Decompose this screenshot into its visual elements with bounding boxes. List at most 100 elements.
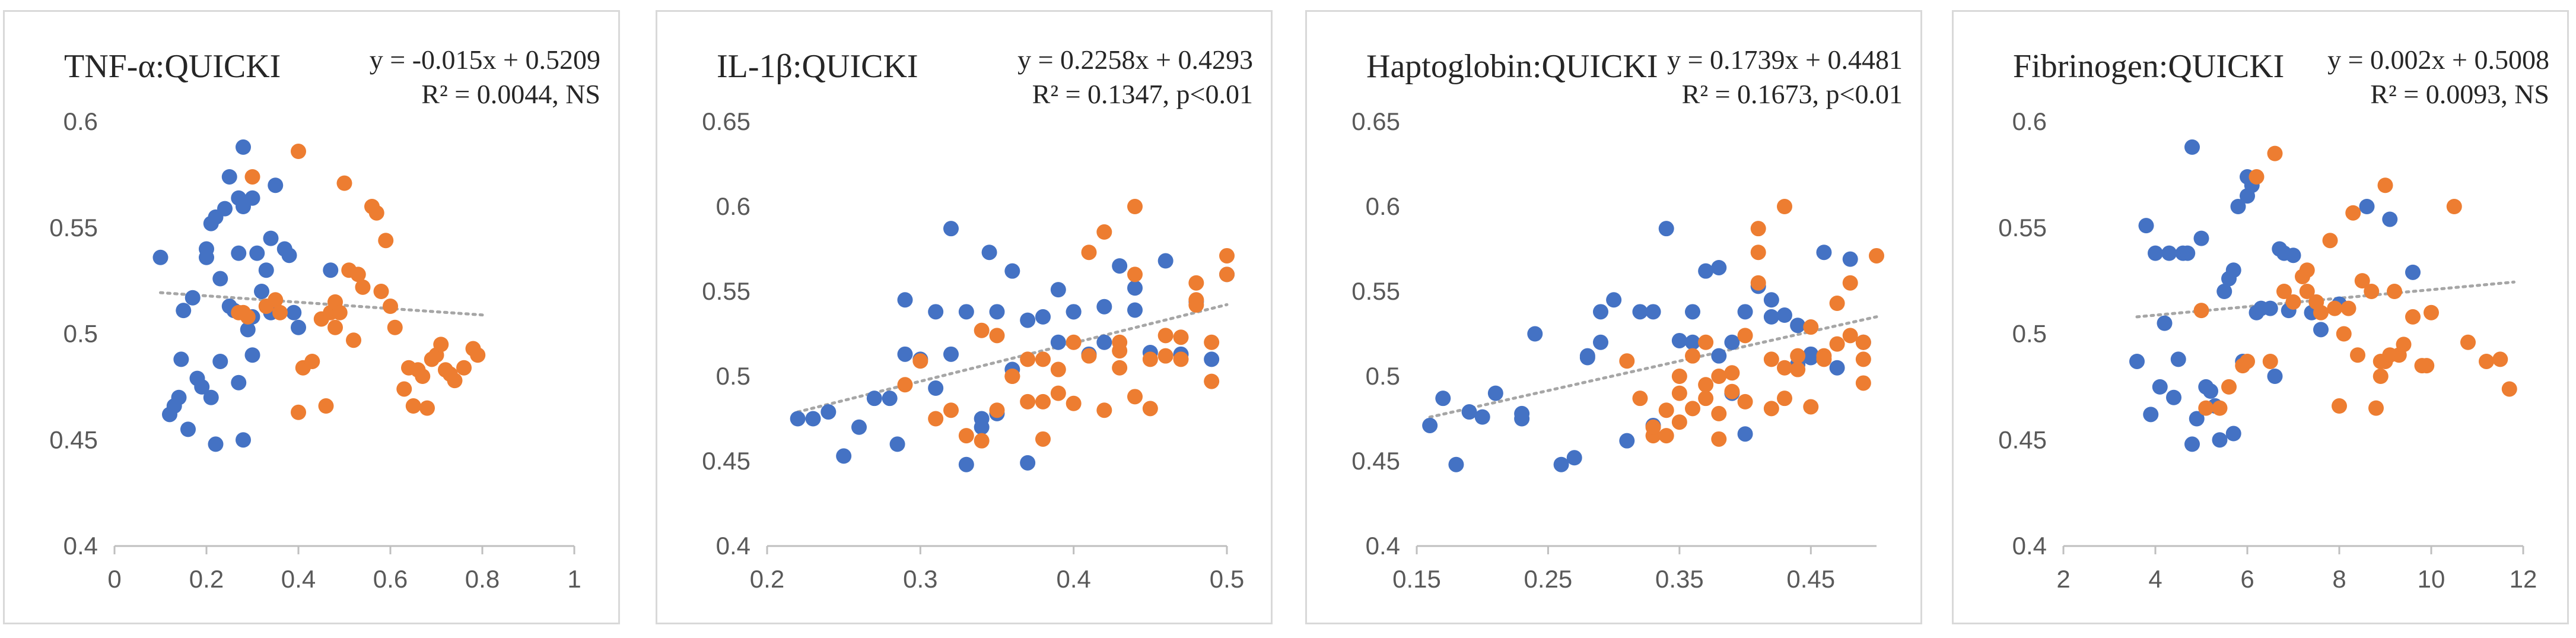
orange-data-point [396,381,412,397]
y-tick-label: 0.65 [1351,107,1400,135]
orange-data-point [1619,353,1635,369]
blue-data-point [1020,312,1036,328]
blue-data-point [291,319,306,335]
scatter-plot: 2 4 6 8 10 12 0.4 0.45 0.5 0.55 0.6 [1998,107,2537,593]
orange-data-point [958,428,974,444]
blue-data-point [882,391,898,407]
orange-data-point [350,266,366,283]
x-tick-label: 12 [2510,565,2537,593]
orange-data-point [244,169,260,185]
orange-data-point [1750,275,1766,291]
orange-data-point [1142,351,1158,367]
blue-data-point [790,411,806,427]
orange-data-point [1658,428,1674,444]
blue-data-point [281,247,297,264]
orange-data-point [974,433,990,449]
orange-data-point [1096,224,1112,240]
x-tick-label: 0.4 [1056,565,1090,593]
orange-data-point [1698,377,1714,393]
blue-data-point [2382,211,2398,227]
orange-data-point [989,328,1005,344]
orange-data-point [912,353,928,369]
blue-data-point [323,262,339,278]
orange-data-point [2350,347,2365,363]
blue-data-point [258,262,274,278]
blue-data-point [2193,230,2209,246]
blue-data-point [185,290,201,306]
blue-data-point [1724,334,1740,350]
orange-data-point [1803,399,1819,415]
orange-data-point [1020,351,1036,367]
blue-data-point [1448,456,1464,472]
orange-data-point [1142,401,1158,417]
orange-data-point [355,279,371,295]
y-tick-label: 0.6 [716,192,750,220]
blue-data-point [263,230,279,246]
blue-data-point [1461,404,1477,420]
regression-equation: y = -0.015x + 0.5209 R² = 0.0044, NS [370,43,600,112]
blue-data-point [1474,409,1490,425]
blue-data-point [212,271,228,287]
y-tick-label: 0.45 [49,426,98,453]
orange-data-point [1869,247,1884,264]
blue-data-point [203,389,219,405]
x-tick-label: 0.3 [903,565,937,593]
blue-data-point [2189,411,2205,427]
orange-data-point [1157,348,1173,364]
blue-data-point [1514,405,1530,421]
x-tick-label: 0.45 [1786,565,1835,593]
y-tick-label: 0.55 [49,214,98,242]
orange-data-point [1127,266,1143,283]
orange-data-point [2501,381,2517,397]
blue-data-point [2405,264,2421,280]
blue-data-point [2359,199,2375,214]
orange-data-point [1842,328,1858,344]
blue-data-point [1658,221,1674,237]
blue-data-point [1803,350,1819,366]
blue-data-point [244,347,260,363]
x-tick-label: 10 [2418,565,2445,593]
orange-data-point [405,398,421,414]
orange-data-point [2345,205,2361,221]
orange-data-point [2221,379,2237,395]
y-tick-label: 0.5 [1366,362,1400,390]
orange-data-point [2354,273,2370,289]
orange-data-point [1711,369,1727,384]
x-tick-label: 0.35 [1655,565,1704,593]
y-tick-label: 0.45 [1351,447,1400,475]
orange-data-point [1855,334,1871,350]
blue-data-point [1737,426,1753,442]
orange-data-point [433,337,449,353]
r2-text: R² = 0.1673, p<0.01 [1681,79,1903,109]
orange-data-point [1685,348,1700,364]
orange-data-point [2336,326,2352,342]
orange-data-point [1066,334,1082,350]
blue-data-point [1685,304,1700,320]
blue-data-point [2152,379,2168,395]
orange-data-point [2332,398,2347,414]
y-tick-label: 0.4 [1366,532,1400,560]
blue-data-point [268,177,284,193]
blue-data-point [2230,199,2246,214]
orange-data-point [1035,393,1051,410]
orange-data-point [1816,351,1832,367]
orange-data-point [415,369,431,384]
blue-data-point [958,304,974,320]
blue-data-point [2313,322,2329,338]
orange-data-point [1777,199,1792,214]
blue-data-point [897,346,913,362]
blue-data-point [1004,263,1020,279]
blue-data-point [897,292,913,308]
orange-data-point [1188,292,1204,308]
orange-data-point [2377,177,2393,193]
orange-data-point [2396,337,2412,353]
orange-data-point [2285,294,2301,310]
blue-data-point [2285,247,2301,264]
orange-data-point [2313,304,2329,320]
blue-data-point [1157,253,1173,269]
blue-data-point [2212,432,2228,448]
orange-data-point [332,304,348,320]
blue-data-point [240,322,256,338]
x-tick-label: 1 [567,565,581,593]
orange-data-point [1711,405,1727,421]
